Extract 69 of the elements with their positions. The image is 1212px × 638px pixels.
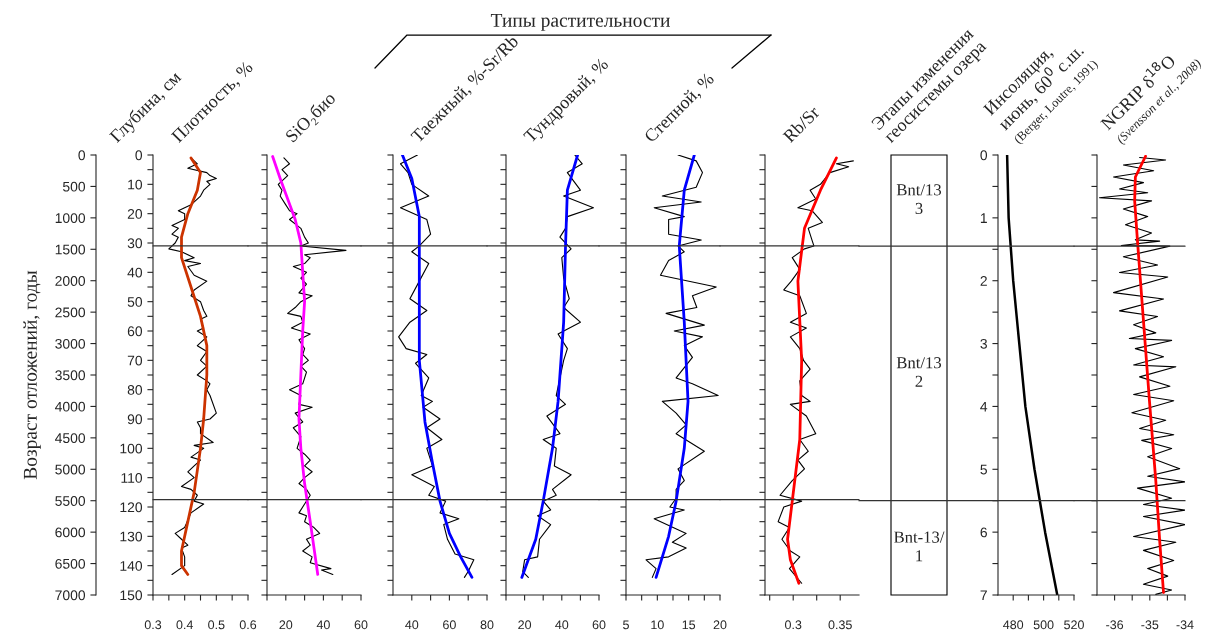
x-tick-label: 5 [623,620,629,630]
y2-tick-label: 1000 [55,213,86,224]
x-tick-label: 480 [1003,620,1024,630]
x-tick-label: 520 [1064,620,1084,630]
y-tick-label: 5 [980,464,987,475]
y-tick-label: 2 [980,276,987,286]
y-tick-label: 140 [120,561,143,571]
y-tick-label: 7 [980,590,987,601]
y-tick-label: 4 [980,401,988,412]
y2-tick-label: 2500 [55,307,86,318]
x-tick-label: 0.4 [176,620,193,630]
y-tick-label: 70 [127,355,143,366]
text: Типы растительности [490,13,670,31]
y2-tick-label: 4000 [55,401,86,412]
y2-tick-label: 5500 [55,496,86,506]
text: Bnt/13 2 [896,357,942,387]
x-tick-label: 60 [354,620,368,630]
y-tick-label: 100 [120,443,143,454]
x-tick-label: 20 [279,620,293,630]
y-tick-label: 130 [120,531,143,542]
x-tick-label: 0.35 [828,620,852,630]
x-tick-label: 40 [555,620,569,630]
x-tick-label: 20 [713,620,727,630]
y2-tick-label: 2000 [55,276,86,286]
text: Bnt-13/ 1 [894,531,945,562]
y2-tick-label: 3000 [55,338,86,349]
y-tick-label: 40 [127,267,143,278]
x-tick-label: 40 [316,620,330,630]
x-tick-label: -36 [1106,620,1124,630]
y-tick-label: 120 [120,502,143,513]
x-tick-label: 60 [592,620,606,630]
y-tick-label: 10 [128,179,143,190]
y2-tick-label: 6000 [55,527,86,538]
y-tick-label: 90 [127,414,143,425]
y-tick-label: 60 [127,326,143,337]
text: Bnt/13 3 [896,184,942,215]
y2-tick-label: 5000 [55,464,86,475]
y2-tick-label: 1500 [55,244,86,255]
x-tick-label: 20 [518,620,532,630]
x-tick-label: 60 [443,620,456,630]
y-tick-label: 80 [127,385,143,395]
y2-tick-label: 7000 [55,590,86,601]
x-tick-label: 0.3 [785,620,802,630]
y2-tick-label: 4500 [55,433,86,444]
x-tick-label: 10 [651,620,664,630]
y2-tick-label: 0 [78,150,86,161]
y-tick-label: 6 [980,527,987,538]
x-tick-label: 0.5 [208,620,225,630]
x-tick-label: 0.6 [239,620,257,630]
x-tick-label: 0.3 [144,620,162,630]
y-tick-label: 50 [127,297,143,307]
x-tick-label: 500 [1033,620,1054,630]
y-tick-label: 110 [121,473,143,483]
y-tick-label: 3 [980,338,987,349]
y2-axis-title: Возраст отложений, годы [23,270,41,480]
y2-tick-label: 500 [62,181,86,192]
x-tick-label: 15 [682,620,696,630]
x-tick-label: 80 [480,620,494,630]
y-tick-label: 0 [135,150,143,161]
y-tick-label: 30 [127,238,143,249]
y-tick-label: 150 [120,590,143,601]
y-tick-label: 20 [127,209,143,219]
y2-tick-label: 6500 [55,558,86,569]
y-tick-label: 1 [980,213,987,223]
x-tick-label: -35 [1141,620,1159,630]
y-tick-label: 0 [980,150,988,161]
y2-tick-label: 3500 [55,370,86,381]
x-tick-label: 40 [405,620,419,630]
x-tick-label: -34 [1176,620,1194,630]
